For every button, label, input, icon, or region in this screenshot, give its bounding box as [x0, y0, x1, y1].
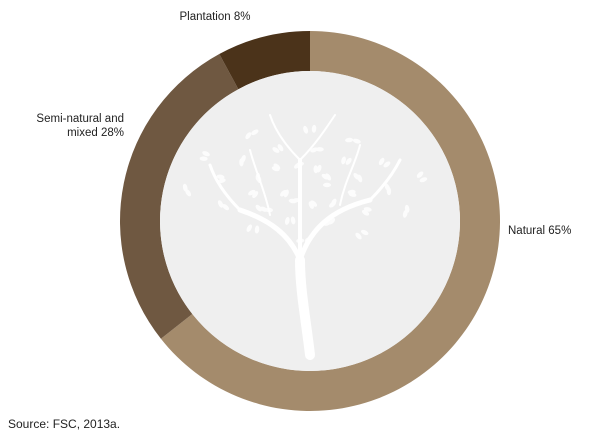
- tree-branch: [269, 114, 301, 161]
- leaf: [251, 129, 259, 136]
- category-label: Natural: [508, 225, 546, 237]
- leaf: [416, 171, 424, 178]
- leaf: [345, 157, 352, 165]
- tree-branch: [295, 255, 315, 360]
- leaf: [272, 147, 280, 153]
- leaf: [290, 216, 296, 225]
- leaf: [185, 189, 192, 197]
- leaf: [239, 158, 244, 167]
- leaf: [341, 156, 346, 165]
- leaf: [345, 137, 354, 143]
- slice-label: Semi-natural and mixed 28%: [8, 112, 124, 140]
- tree-branch: [237, 207, 303, 263]
- leaf: [355, 232, 362, 240]
- leaf: [199, 156, 208, 161]
- leaf: [353, 173, 360, 180]
- leaf: [304, 236, 313, 243]
- leaf: [323, 182, 331, 188]
- leaf: [315, 147, 324, 152]
- leaf: [217, 178, 226, 184]
- tree-leaves: [182, 124, 428, 243]
- value-label: 65%: [548, 225, 572, 237]
- leaf: [222, 204, 230, 211]
- leaf: [252, 191, 259, 198]
- leaf: [404, 204, 410, 213]
- tree-branch: [297, 197, 373, 263]
- donut-slice: [219, 31, 310, 90]
- tree-branch: [339, 144, 361, 206]
- source-note: Source: FSC, 2013a.: [8, 417, 121, 431]
- tree-branch: [208, 163, 242, 212]
- leaf: [383, 161, 391, 168]
- tree-branch: [368, 158, 402, 202]
- donut-slice: [120, 54, 239, 339]
- leaf: [277, 144, 284, 152]
- donut-center: [160, 71, 460, 371]
- leaf: [245, 132, 252, 140]
- leaf: [216, 174, 225, 180]
- leaf: [363, 207, 372, 212]
- leaf: [283, 189, 289, 198]
- leaf: [310, 200, 318, 207]
- tree-decoration: [208, 114, 402, 360]
- slice-label: Plantation 8%: [150, 10, 280, 24]
- leaf: [264, 207, 273, 213]
- leaf: [303, 125, 309, 134]
- leaf: [331, 198, 337, 207]
- leaf: [378, 157, 385, 166]
- leaf: [384, 183, 390, 192]
- leaf: [284, 216, 290, 225]
- leaf: [291, 198, 300, 203]
- leaf: [202, 151, 210, 157]
- leaf: [360, 229, 369, 236]
- leaf: [352, 138, 361, 144]
- leaf: [254, 225, 260, 234]
- leaf: [271, 166, 280, 172]
- leaf: [313, 165, 318, 174]
- leaf: [293, 162, 301, 169]
- leaf: [217, 200, 224, 208]
- leaf: [328, 217, 336, 225]
- leaf: [347, 189, 356, 195]
- value-label: 28%: [100, 127, 124, 139]
- value-label: 8%: [233, 11, 251, 23]
- leaf: [256, 175, 262, 184]
- leaf: [419, 177, 428, 183]
- leaf: [255, 204, 262, 212]
- category-label: Plantation: [179, 11, 231, 23]
- leaf: [311, 124, 317, 133]
- slice-label: Natural 65%: [508, 224, 603, 238]
- category-label: Semi-natural and mixed: [36, 113, 124, 139]
- leaf: [296, 238, 305, 243]
- leaf: [310, 147, 318, 153]
- leaf: [246, 224, 252, 232]
- tree-branch: [299, 114, 336, 161]
- leaf: [321, 173, 329, 180]
